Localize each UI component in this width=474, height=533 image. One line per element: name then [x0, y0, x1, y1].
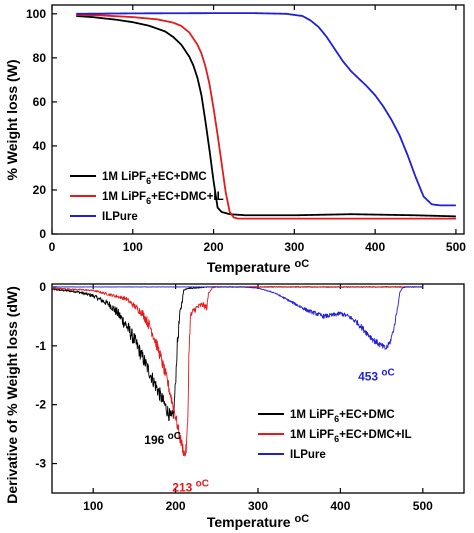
peak-annotation-value: 213	[172, 481, 195, 495]
x-axis-unit: oC	[295, 513, 310, 525]
tick-group: 100 200 300 400 500 0 -1 -2 -3	[35, 280, 433, 513]
plot-frame	[51, 283, 465, 494]
y-tick-label: 0	[39, 227, 46, 241]
legend-label-part: 1M LiPF	[290, 409, 334, 421]
y-axis-title: % Weight loss (W)	[4, 59, 20, 180]
y-tick-label: 0	[39, 280, 46, 294]
series-group	[76, 12, 457, 220]
x-axis-unit: oC	[295, 258, 310, 270]
x-tick-label: 0	[49, 240, 56, 254]
peak-annotation: 453 oC	[358, 368, 395, 384]
legend-label: 1M LiPF6+EC+DMC+IL	[290, 429, 412, 444]
y-tick-label: -2	[35, 398, 46, 412]
legend-label-part: +EC+DMC+IL	[339, 429, 412, 441]
legend-label-subscript: 6	[146, 196, 151, 206]
y-tick-label: 40	[33, 139, 47, 153]
legend-label: 1M LiPF6+EC+DMC	[102, 171, 207, 186]
x-tick-label: 100	[83, 499, 103, 513]
legend-label-subscript: 6	[146, 176, 151, 186]
legend-label: ILPure	[102, 211, 138, 223]
peak-annotation-unit: oC	[381, 368, 394, 379]
x-axis-title: Temperature oC	[207, 258, 309, 275]
legend-label: 1M LiPF6+EC+DMC	[290, 409, 395, 424]
x-tick-label: 300	[284, 240, 304, 254]
y-tick-label: 20	[33, 183, 47, 197]
x-tick-label: 300	[248, 499, 268, 513]
legend-label: 1M LiPF6+EC+DMC+IL	[102, 191, 224, 206]
x-tick-label: 400	[330, 499, 350, 513]
series-line-1m-lipf6-ec-dmc	[76, 15, 457, 218]
y-tick-label: -3	[35, 457, 46, 471]
x-tick-label: 200	[204, 240, 224, 254]
y-tick-label: 100	[26, 7, 46, 21]
x-tick-label: 400	[365, 240, 385, 254]
peak-annotation: 196 oC	[144, 431, 181, 447]
legend-label-part: 1M LiPF	[290, 429, 334, 441]
legend-label-subscript: 6	[334, 414, 339, 424]
y-tick-label: 80	[33, 51, 47, 65]
x-axis-title: Temperature oC	[207, 513, 309, 530]
legend-label-part: ILPure	[102, 211, 138, 223]
legend-label-part: +EC+DMC	[339, 409, 395, 421]
legend-label-part: ILPure	[290, 449, 326, 461]
legend-label-part: +EC+DMC	[151, 171, 207, 183]
y-tick-label: 60	[33, 95, 47, 109]
legend-label: ILPure	[290, 449, 326, 461]
y-tick-label: -1	[35, 339, 46, 353]
peak-annotation-unit: oC	[196, 479, 209, 490]
series-line-1m-lipf6-ec-dmc	[52, 286, 423, 422]
x-tick-label: 100	[123, 240, 143, 254]
x-tick-label: 500	[446, 240, 466, 254]
y-axis-title: Derivative of % Weight loss (dW)	[4, 286, 20, 504]
peak-annotation-unit: oC	[168, 431, 181, 442]
legend-label-part: 1M LiPF	[102, 191, 146, 203]
tick-group: 0 100 200 300 400 500 0 20 40 60 80 100	[26, 5, 466, 254]
plot-frame	[51, 4, 465, 235]
x-axis-label: Temperature	[207, 259, 291, 275]
legend-label-subscript: 6	[334, 434, 339, 444]
peak-annotation-value: 196	[144, 433, 167, 447]
series-line-ilpure	[52, 286, 423, 350]
series-group	[52, 286, 423, 457]
series-line-1m-lipf6-ec-dmc-il	[76, 14, 457, 220]
peak-annotation-value: 453	[358, 370, 381, 384]
x-axis-label: Temperature	[207, 514, 291, 530]
peak-annotation: 213 oC	[172, 479, 209, 495]
x-tick-label: 500	[413, 499, 433, 513]
x-tick-label: 200	[166, 499, 186, 513]
legend-label-part: +EC+DMC+IL	[151, 191, 224, 203]
legend-label-part: 1M LiPF	[102, 171, 146, 183]
series-line-ilpure	[76, 12, 457, 207]
